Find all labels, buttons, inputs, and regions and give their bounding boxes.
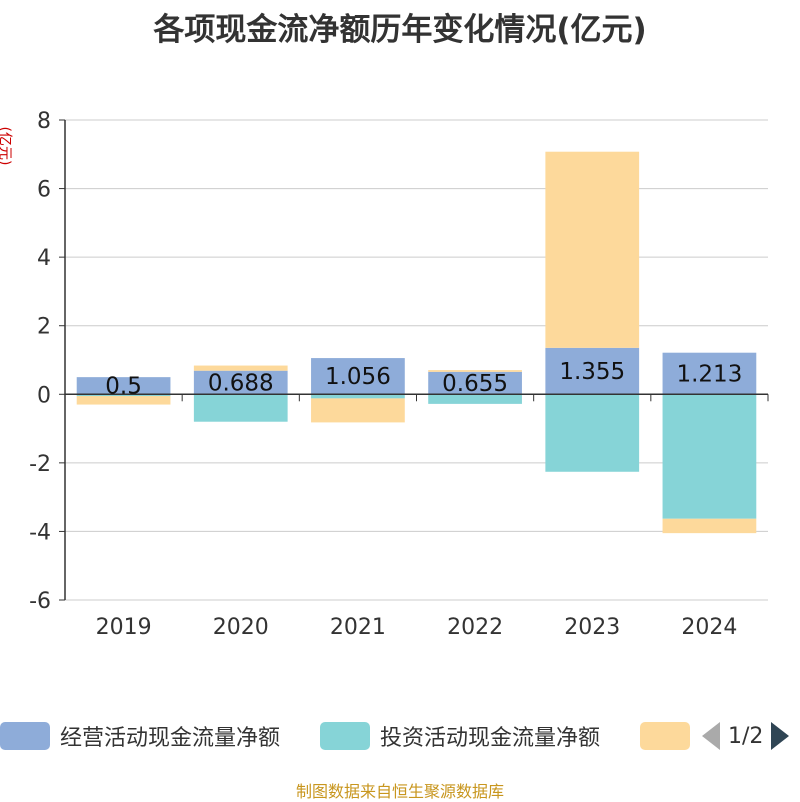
x-tick-label-2022: 2022 bbox=[447, 615, 503, 640]
x-tick-label-2019: 2019 bbox=[96, 615, 152, 640]
bar-series1-2019 bbox=[76, 394, 171, 396]
data-label-2023: 1.355 bbox=[559, 359, 625, 385]
bar-series1-2020 bbox=[193, 394, 288, 422]
legend-swatch-operating bbox=[0, 722, 50, 750]
data-label-2021: 1.056 bbox=[325, 364, 391, 390]
bar-series2-2022 bbox=[428, 370, 522, 372]
data-label-2022: 0.655 bbox=[442, 371, 508, 397]
legend-item-investing[interactable]: 投资活动现金流量净额 bbox=[320, 716, 600, 756]
tick-labels: -6 -4 -2 0 2 4 6 8 2019 2020 2021 2022 2023 2024 bbox=[29, 109, 737, 640]
y-tick-label: -6 bbox=[29, 589, 51, 614]
legend-next-page-icon[interactable] bbox=[771, 722, 790, 750]
legend-swatch-financing bbox=[640, 722, 690, 750]
y-tick-label: 8 bbox=[37, 109, 51, 134]
data-source-note: 制图数据来自恒生聚源数据库 bbox=[295, 782, 504, 801]
bar-series0-2021 bbox=[311, 358, 405, 395]
y-tick-label: -2 bbox=[29, 452, 51, 477]
legend-label-investing: 投资活动现金流量净额 bbox=[380, 726, 601, 751]
chart-title: 各项现金流净额历年变化情况(亿元) bbox=[153, 12, 647, 48]
legend-label-operating: 经营活动现金流量净额 bbox=[60, 726, 281, 751]
bar-series0-2020 bbox=[193, 370, 288, 395]
axes bbox=[59, 119, 769, 601]
legend-item-financing[interactable] bbox=[640, 716, 690, 756]
data-label-2020: 0.688 bbox=[208, 370, 274, 396]
y-tick-label: 2 bbox=[37, 315, 51, 340]
bar-series0-2019 bbox=[76, 377, 171, 395]
bars bbox=[76, 151, 757, 534]
legend-page-indicator: 1/2 bbox=[728, 723, 764, 749]
y-tick-label: 4 bbox=[37, 246, 51, 271]
bar-series2-2023 bbox=[545, 151, 640, 348]
y-tick-label: -4 bbox=[29, 520, 51, 545]
data-labels: 0.5 0.688 1.056 0.655 1.355 1.213 bbox=[105, 359, 742, 400]
bar-series1-2023 bbox=[545, 394, 640, 472]
legend-prev-page-icon[interactable] bbox=[702, 722, 720, 750]
bar-series2-2021 bbox=[311, 398, 405, 423]
y-tick-label: 6 bbox=[37, 178, 51, 203]
bar-series2-2020 bbox=[193, 365, 288, 371]
legend-swatch-investing bbox=[320, 722, 370, 750]
bar-series0-2024 bbox=[662, 352, 757, 395]
bar-series2-2024 bbox=[662, 518, 757, 534]
bar-series2-2019 bbox=[76, 396, 171, 405]
x-tick-label-2021: 2021 bbox=[330, 615, 386, 640]
data-label-2019: 0.5 bbox=[105, 374, 142, 400]
y-tick-label: 0 bbox=[37, 383, 51, 408]
legend: 经营活动现金流量净额 投资活动现金流量净额 1/2 bbox=[0, 716, 800, 756]
bar-series0-2022 bbox=[428, 371, 522, 395]
bar-series0-2023 bbox=[545, 347, 640, 395]
bar-series1-2022 bbox=[428, 394, 522, 404]
legend-item-operating[interactable]: 经营活动现金流量净额 bbox=[0, 716, 280, 756]
x-tick-label-2020: 2020 bbox=[213, 615, 269, 640]
bar-series1-2021 bbox=[311, 394, 405, 399]
x-tick-label-2023: 2023 bbox=[564, 615, 620, 640]
x-tick-label-2024: 2024 bbox=[681, 615, 737, 640]
data-label-2024: 1.213 bbox=[676, 361, 742, 387]
grid-lines bbox=[65, 119, 768, 601]
bar-series1-2024 bbox=[662, 394, 757, 519]
legend-pager: 1/2 bbox=[702, 716, 790, 756]
